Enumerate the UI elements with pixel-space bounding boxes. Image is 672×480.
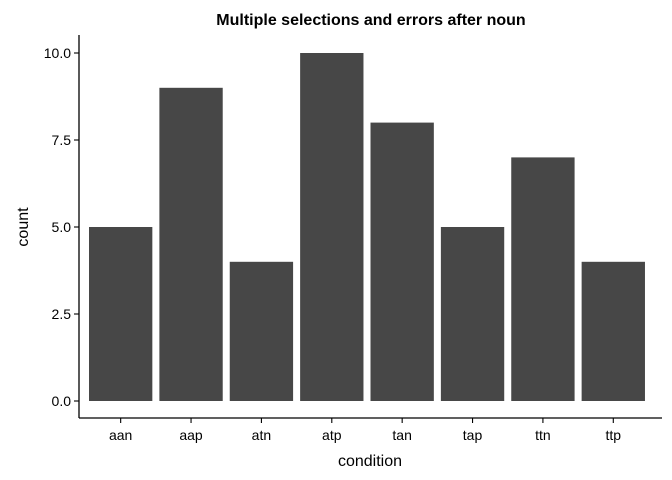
x-axis-title: condition bbox=[338, 453, 402, 470]
y-tick-label: 0.0 bbox=[52, 393, 72, 409]
x-axis-ticks: aan aap atn atp tan tap ttn ttp bbox=[109, 418, 621, 443]
y-tick-label: 7.5 bbox=[52, 132, 72, 148]
x-tick-label: aan bbox=[109, 427, 132, 443]
bar-tan bbox=[370, 122, 434, 401]
x-tick-label: tap bbox=[463, 427, 483, 443]
bar-atp bbox=[300, 53, 364, 401]
y-tick-label: 10.0 bbox=[44, 45, 71, 61]
x-tick-label: atn bbox=[252, 427, 271, 443]
bar-aan bbox=[89, 227, 153, 401]
y-axis-ticks: 0.0 2.5 5.0 7.5 10.0 bbox=[44, 45, 79, 409]
y-tick-label: 2.5 bbox=[52, 306, 72, 322]
x-tick-label: tan bbox=[392, 427, 411, 443]
bar-ttp bbox=[581, 261, 645, 401]
bar-tap bbox=[440, 227, 505, 401]
bar-atn bbox=[229, 261, 294, 401]
chart-title: Multiple selections and errors after nou… bbox=[216, 12, 525, 29]
x-tick-label: ttp bbox=[606, 427, 622, 443]
y-tick-label: 5.0 bbox=[52, 219, 72, 235]
x-tick-label: aap bbox=[179, 427, 203, 443]
x-tick-label: atp bbox=[322, 427, 342, 443]
bars-group bbox=[89, 53, 645, 402]
y-axis-title: count bbox=[15, 207, 32, 247]
bar-aap bbox=[159, 87, 223, 402]
bar-ttn bbox=[511, 157, 575, 401]
x-tick-label: ttn bbox=[535, 427, 551, 443]
